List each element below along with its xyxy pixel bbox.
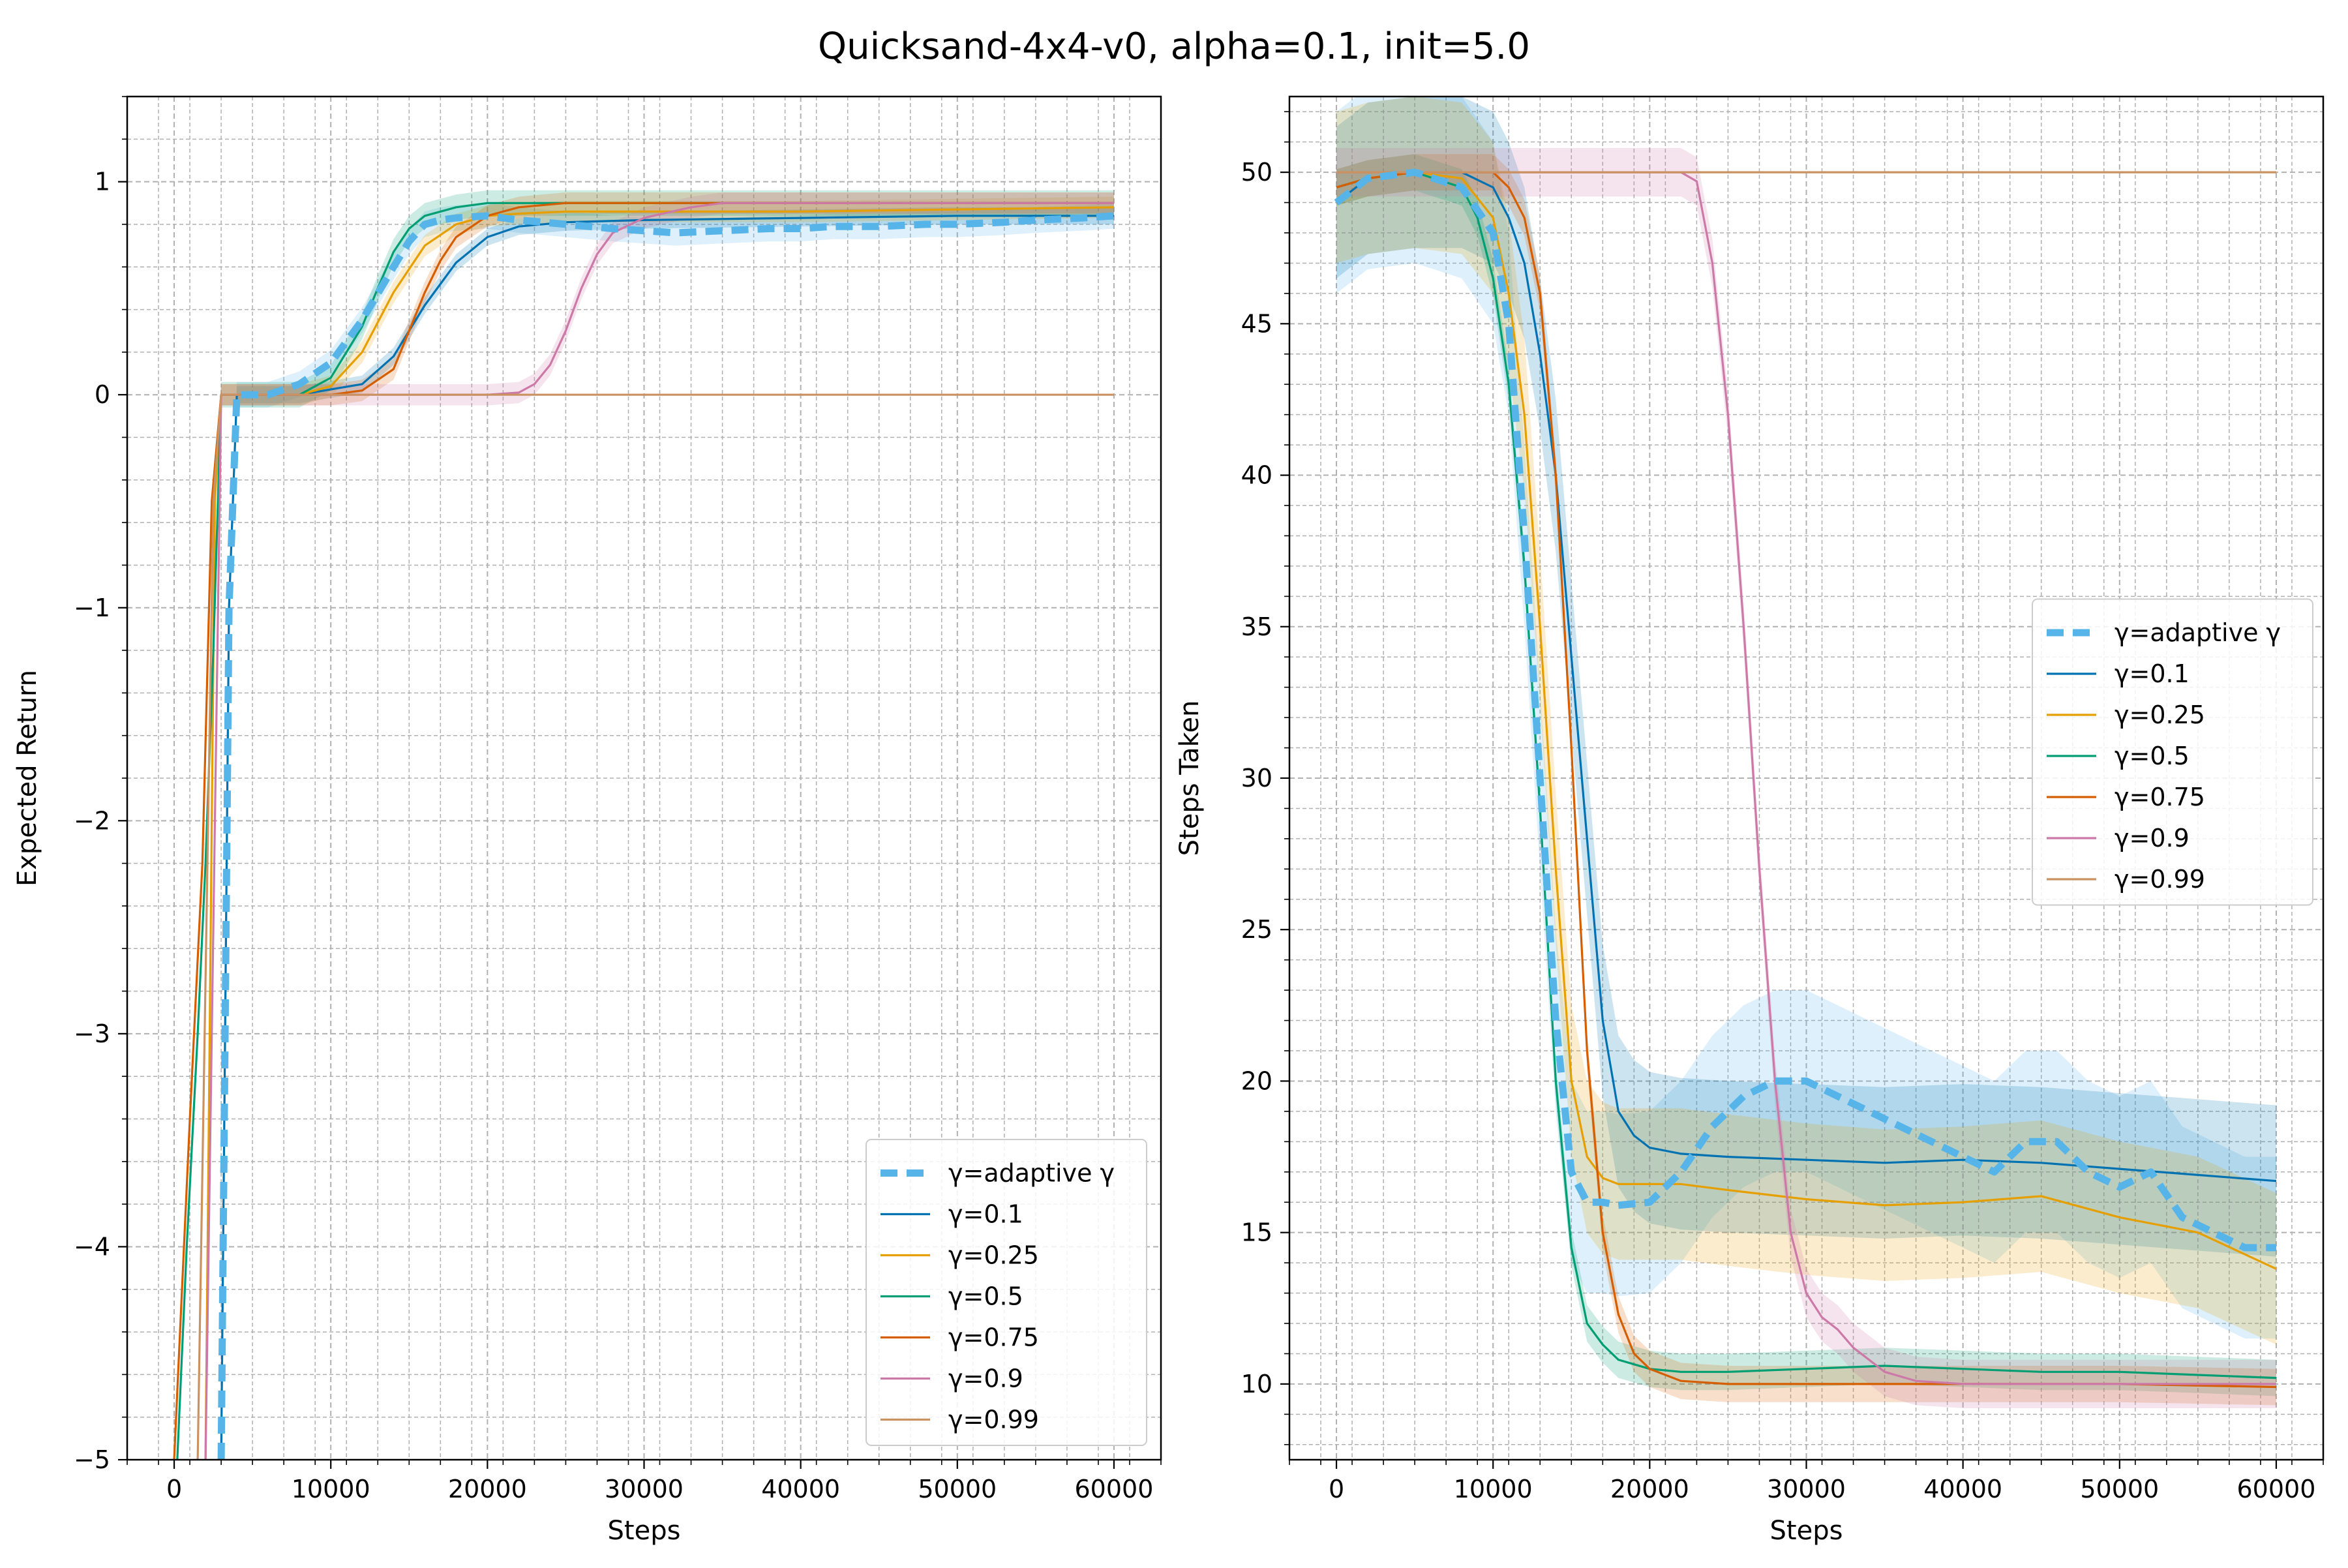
x-tick-label: 60000 xyxy=(2237,1475,2316,1503)
legend-label: γ=0.9 xyxy=(2115,824,2190,852)
grid xyxy=(1289,97,2324,1460)
y-tick-label: −2 xyxy=(74,806,110,835)
y-tick-label: −1 xyxy=(74,594,110,622)
legend-label: γ=adaptive γ xyxy=(948,1159,1115,1188)
legend: γ=adaptive γ γ=0.1 γ=0.25 γ=0.5 γ=0.75 γ=0.9 γ… xyxy=(865,1139,1147,1446)
legend-label: γ=adaptive γ xyxy=(2115,618,2281,647)
band-γ=0.1 xyxy=(1336,97,2276,1257)
legend-label: γ=0.25 xyxy=(948,1241,1039,1270)
x-tick-label: 40000 xyxy=(1923,1475,2002,1503)
legend-box xyxy=(865,1139,1147,1446)
y-tick-label: 45 xyxy=(1241,309,1272,338)
legend-box xyxy=(2032,598,2313,906)
y-tick-label: 0 xyxy=(95,380,110,409)
x-tick-label: 10000 xyxy=(1454,1475,1533,1503)
series-line-γ=0.5 xyxy=(1336,171,2277,1380)
y-tick-label: 50 xyxy=(1241,158,1272,187)
left-panel-expected-return: 0 10000 20000 30000 40000 50000 60000 −5 −4 −3 −2 −… xyxy=(12,95,1162,1546)
x-tick-label: 40000 xyxy=(761,1475,840,1503)
legend-label: γ=0.1 xyxy=(948,1200,1023,1229)
x-tick-label: 60000 xyxy=(1075,1475,1154,1503)
legend-label: γ=0.9 xyxy=(948,1364,1023,1393)
y-tick-label: −5 xyxy=(74,1445,110,1474)
y-tick-label: 15 xyxy=(1241,1218,1272,1247)
y-tick-label: 1 xyxy=(95,168,110,196)
x-tick-label: 50000 xyxy=(2080,1475,2159,1503)
series-line-γ=0.75 xyxy=(173,202,1114,1460)
legend: γ=adaptive γ γ=0.1 γ=0.25 γ=0.5 γ=0.75 γ=0.9 γ… xyxy=(2032,598,2313,906)
y-tick-label: −3 xyxy=(74,1019,110,1048)
y-tick-label: 10 xyxy=(1241,1370,1272,1398)
legend-label: γ=0.75 xyxy=(948,1323,1039,1352)
legend-label: γ=0.5 xyxy=(2115,742,2190,770)
y-tick-label: 30 xyxy=(1241,764,1272,792)
y-tick-label: 40 xyxy=(1241,461,1272,490)
series-line-γ=0.9 xyxy=(204,202,1114,1460)
x-tick-label: 30000 xyxy=(605,1475,684,1503)
x-tick-label: 30000 xyxy=(1767,1475,1846,1503)
x-tick-label: 20000 xyxy=(1610,1475,1689,1503)
x-axis-label: Steps xyxy=(608,1516,681,1546)
x-tick-label: 0 xyxy=(1329,1475,1344,1503)
y-tick-label: 25 xyxy=(1241,915,1272,944)
series-lines xyxy=(173,202,1115,1460)
legend-label: γ=0.25 xyxy=(2115,701,2205,729)
y-axis-label: Steps Taken xyxy=(1175,701,1205,856)
legend-label: γ=0.99 xyxy=(948,1406,1039,1434)
y-tick-label: 20 xyxy=(1241,1066,1272,1095)
ticks: 0 10000 20000 30000 40000 50000 60000 −5 −4 −3 −2 −… xyxy=(74,96,1162,1503)
ticks: 0 10000 20000 30000 40000 50000 60000 10 15 20 25 3… xyxy=(1241,111,2324,1503)
legend-label: γ=0.5 xyxy=(948,1282,1023,1311)
y-tick-label: 35 xyxy=(1241,612,1272,641)
series-line-γ=0.99 xyxy=(196,393,1114,1460)
y-tick-label: −4 xyxy=(74,1232,110,1261)
legend-label: γ=0.99 xyxy=(2115,865,2205,894)
x-tick-label: 0 xyxy=(166,1475,182,1503)
figure-title: Quicksand-4x4-v0, alpha=0.1, init=5.0 xyxy=(818,25,1530,68)
x-tick-label: 50000 xyxy=(918,1475,997,1503)
legend-label: γ=0.1 xyxy=(2115,659,2190,688)
x-tick-label: 20000 xyxy=(448,1475,527,1503)
x-axis-label: Steps xyxy=(1770,1516,1843,1546)
y-axis-label: Expected Return xyxy=(12,670,42,886)
series-line-γ=0.25 xyxy=(1336,171,2277,1270)
series-lines xyxy=(1334,168,2277,1389)
series-line-γ=adaptive γ xyxy=(1334,168,2276,1252)
x-tick-label: 10000 xyxy=(292,1475,370,1503)
series-line-γ=adaptive γ xyxy=(217,212,1115,1460)
band-γ=0.25 xyxy=(1336,97,2276,1345)
right-panel-steps-taken: 0 10000 20000 30000 40000 50000 60000 10 15 20 25 3… xyxy=(1175,95,2325,1546)
legend-label: γ=0.75 xyxy=(2115,783,2205,811)
grid xyxy=(127,96,1162,1460)
